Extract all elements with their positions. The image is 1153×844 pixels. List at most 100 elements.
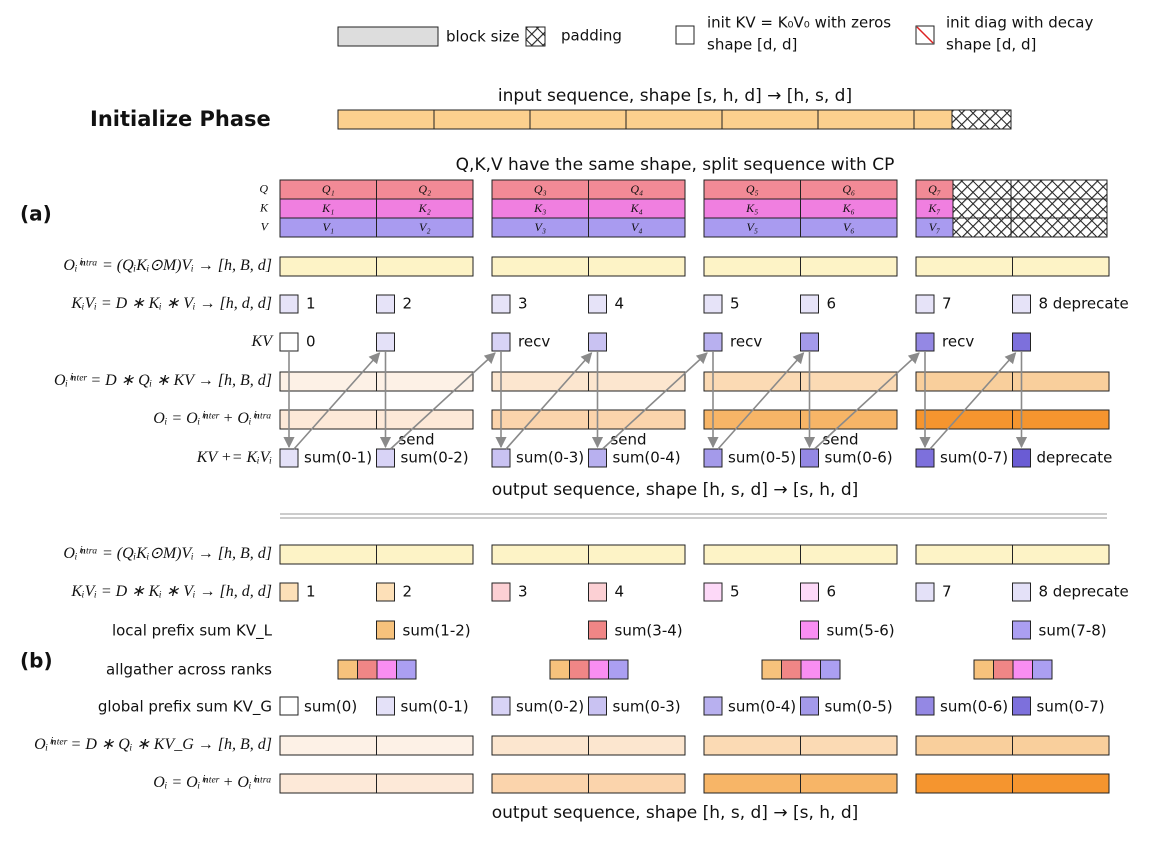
square-label: sum(0-7) (940, 449, 1008, 467)
gather-square (569, 659, 590, 680)
padding-block (952, 179, 1012, 200)
gather-square (761, 659, 782, 680)
input-block (337, 109, 435, 130)
square-label: sum(0-3) (613, 698, 681, 716)
block (376, 409, 474, 430)
square-label: sum(0-1) (401, 698, 469, 716)
square-label: deprecate (1037, 449, 1113, 467)
square (703, 696, 723, 716)
square-label: 2 (403, 583, 413, 601)
legend-text: init diag with decay (946, 14, 1093, 32)
block (1012, 544, 1110, 565)
legend-hatch (525, 26, 546, 47)
square (588, 620, 607, 640)
square (800, 294, 819, 314)
cell-label: V₇ (929, 220, 941, 234)
cell-label: V₄ (631, 220, 643, 234)
gather-square (376, 659, 397, 680)
block (800, 544, 898, 565)
cell-label: K₆ (842, 201, 855, 215)
square (491, 332, 511, 352)
square-label: 0 (306, 333, 316, 351)
row-label: KᵢVᵢ = D ∗ Kᵢ ∗ Vᵢ → [h, d, d] (70, 583, 272, 600)
gather-square (1012, 659, 1033, 680)
block (1012, 371, 1110, 392)
cell-label: Q₅ (746, 182, 759, 196)
square (279, 582, 299, 602)
square-label: sum(1-2) (403, 622, 471, 640)
arrow (505, 352, 593, 450)
square-label: 3 (518, 583, 528, 601)
cell-label: K₃ (533, 201, 546, 215)
square-label: 6 (827, 295, 837, 313)
gather-square (993, 659, 1014, 680)
square-label: recv (730, 333, 762, 351)
block (800, 371, 898, 392)
padding-block (951, 109, 1012, 130)
input-block (625, 109, 723, 130)
input-block (433, 109, 531, 130)
square (491, 696, 511, 716)
cell-label: V₅ (746, 220, 758, 234)
gather-square (396, 659, 417, 680)
cell-label: Q₃ (534, 182, 547, 196)
input-block (817, 109, 915, 130)
square-label: 6 (827, 583, 837, 601)
block (491, 371, 589, 392)
cell-label: V₃ (534, 220, 546, 234)
square-label: sum(0-5) (825, 698, 893, 716)
cell-label: V₁ (322, 220, 334, 234)
square (376, 582, 395, 602)
row-label: local prefix sum KV_L (112, 622, 273, 641)
square-label: 3 (518, 295, 528, 313)
row-label: KV += KᵢVᵢ (196, 449, 272, 466)
padding-block (1010, 217, 1108, 238)
block (1012, 256, 1110, 277)
square (588, 332, 607, 352)
square-label: sum(0-1) (304, 449, 372, 467)
legend-slash (916, 26, 934, 44)
block (491, 773, 589, 794)
block (588, 735, 686, 756)
gather-square (588, 659, 609, 680)
block (279, 544, 377, 565)
block (915, 544, 1013, 565)
cell-label: K₂ (418, 201, 431, 215)
square (588, 582, 607, 602)
block (800, 256, 898, 277)
cell-label: K₄ (630, 201, 643, 215)
square (279, 448, 299, 468)
input-caption: input sequence, shape [s, h, d] → [h, s,… (498, 86, 852, 106)
square (800, 582, 819, 602)
output-caption: output sequence, shape [h, s, d] → [s, h… (492, 480, 859, 500)
legend-square (675, 25, 695, 45)
block (279, 256, 377, 277)
row-label: KᵢVᵢ = D ∗ Kᵢ ∗ Vᵢ → [h, d, d] (70, 295, 272, 312)
block (800, 409, 898, 430)
block (279, 773, 377, 794)
square (703, 294, 723, 314)
block (376, 371, 474, 392)
square-label: sum(0-4) (613, 449, 681, 467)
square-label: 1 (306, 583, 316, 601)
block (588, 773, 686, 794)
square-label: sum(0-2) (516, 698, 584, 716)
square (376, 294, 395, 314)
block (703, 409, 801, 430)
arrow (389, 352, 496, 450)
square (279, 696, 299, 716)
row-label: global prefix sum KV_G (98, 698, 272, 717)
row-label: Q (259, 181, 268, 195)
legend-text: padding (561, 27, 622, 45)
padding-block (952, 217, 1012, 238)
square (1012, 696, 1031, 716)
block (279, 371, 377, 392)
legend-text: shape [d, d] (946, 36, 1036, 54)
block (588, 371, 686, 392)
gather-square (781, 659, 802, 680)
square (1012, 448, 1031, 468)
arrow (293, 352, 381, 450)
square (588, 294, 607, 314)
row-label: allgather across ranks (106, 661, 272, 679)
square (915, 448, 935, 468)
